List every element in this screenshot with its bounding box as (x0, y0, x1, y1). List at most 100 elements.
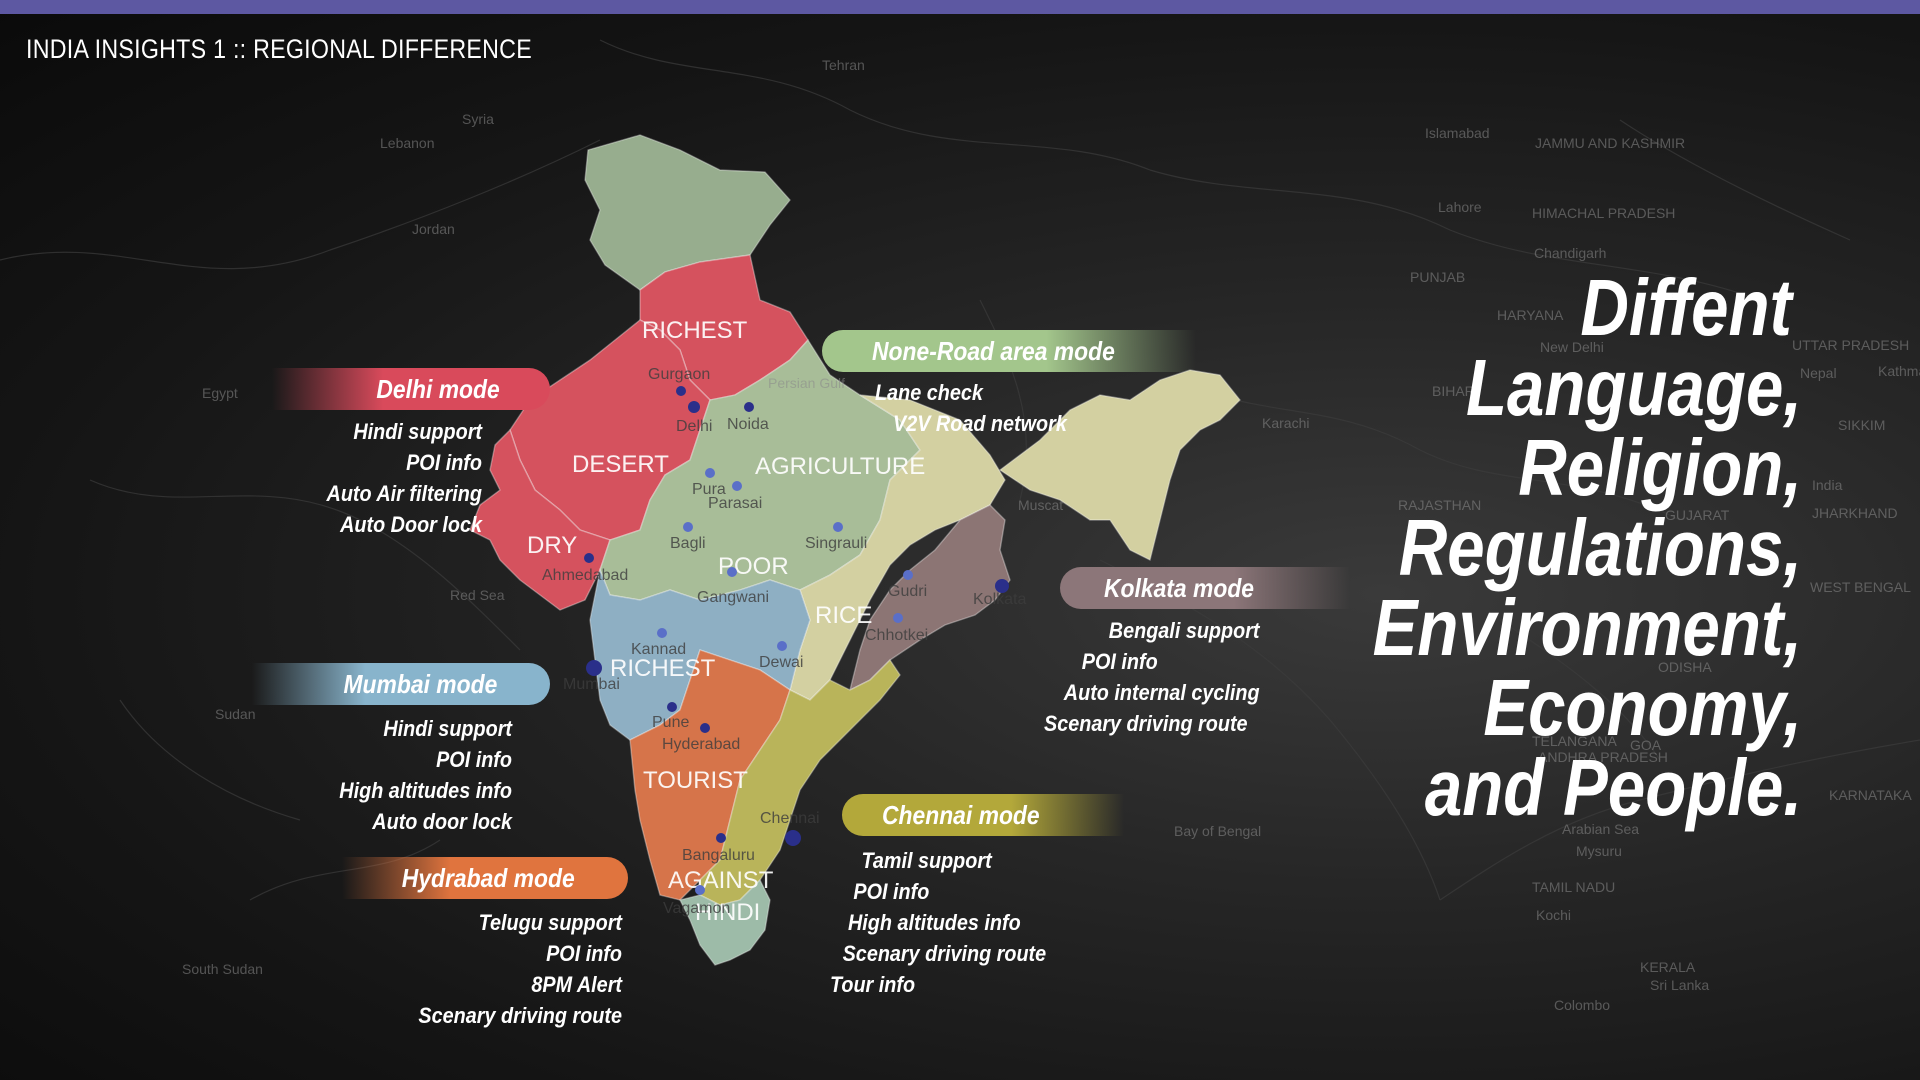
city-label: Vagamon (663, 900, 730, 917)
none-road-mode-label: None-Road area mode (872, 335, 1115, 366)
city-label: Ahmedabad (542, 567, 628, 584)
none-road-mode-features: Lane check V2V Road network (875, 377, 1088, 439)
city-label: Parasai (708, 495, 762, 512)
city-dot (683, 522, 693, 532)
delhi-mode-banner: Delhi mode (272, 368, 550, 410)
city-label: Hyderabad (662, 736, 740, 753)
bg-place-label: Lebanon (380, 135, 435, 151)
feature-item: Telugu support (478, 910, 622, 935)
bg-place-label: KARNATAKA (1829, 787, 1912, 803)
city-label: Kolkata (973, 591, 1026, 608)
city-label: Singrauli (805, 535, 867, 552)
city-dot (667, 702, 677, 712)
bg-place-label: ODISHA (1658, 659, 1712, 675)
kolkata-mode-banner: Kolkata mode (1060, 567, 1350, 609)
feature-item: High altitudes info (848, 910, 1021, 935)
bg-place-label: Syria (462, 111, 494, 127)
feature-item: Auto door lock (372, 809, 512, 834)
city-label: Pune (652, 714, 689, 731)
mumbai-mode-banner: Mumbai mode (252, 663, 550, 705)
feature-item: POI info (436, 747, 512, 772)
city-label: Gangwani (697, 589, 769, 606)
bg-place-label: Tehran (822, 57, 865, 73)
feature-item: Bengali support (1108, 618, 1260, 643)
city-label: Noida (727, 416, 769, 433)
bg-place-label: SIKKIM (1838, 417, 1885, 433)
city-dot (700, 723, 710, 733)
mumbai-mode-label: Mumbai mode (343, 668, 498, 699)
bg-place-label: KERALA (1640, 959, 1696, 975)
city-label: Mumbai (563, 676, 620, 693)
chennai-mode-banner: Chennai mode (842, 794, 1124, 836)
city-markers (584, 386, 1009, 895)
bg-place-label: Kochi (1536, 907, 1571, 923)
city-label: Bagli (670, 535, 706, 552)
hydrabad-mode-label: Hydrabad mode (401, 862, 575, 893)
headline-line: Environment, (1372, 583, 1802, 672)
bg-place-label: Islamabad (1425, 125, 1490, 141)
city-dot (586, 660, 602, 676)
feature-item: Auto Air filtering (326, 481, 482, 506)
hydrabad-mode-features: Telugu support POI info 8PM Alert Scenar… (392, 907, 622, 1031)
region-label: DESERT (572, 451, 669, 478)
city-dot (833, 522, 843, 532)
bg-place-label: WEST BENGAL (1810, 579, 1911, 595)
city-label: Kannad (631, 641, 686, 658)
headline-line: Language, (1465, 343, 1802, 432)
region-northeast (998, 369, 1241, 562)
region-label: POOR (718, 553, 789, 580)
bg-place-label: GUJARAT (1665, 507, 1730, 523)
city-label: Bangaluru (682, 847, 755, 864)
mumbai-mode-features: Hindi support POI info High altitudes in… (290, 713, 512, 837)
feature-item: POI info (406, 450, 482, 475)
kolkata-mode-features: Bengali support POI info Auto internal c… (1044, 615, 1284, 739)
bg-place-label: Persian Gulf (768, 375, 845, 391)
feature-item: V2V Road network (893, 411, 1067, 436)
feature-item: POI info (853, 879, 930, 904)
bg-place-label: Bay of Bengal (1174, 823, 1261, 839)
city-label: Pura (692, 481, 726, 498)
headline-line: Regulations, (1398, 503, 1802, 592)
region-label: HINDI (695, 899, 760, 926)
headline-line: Economy, (1483, 663, 1802, 752)
bg-place-label: Chandigarh (1534, 245, 1606, 261)
city-dot (695, 885, 705, 895)
bg-place-label: BIHAR (1432, 383, 1475, 399)
bg-place-label: TELANGANA (1532, 733, 1617, 749)
city-dot (893, 613, 903, 623)
feature-item: High altitudes info (339, 778, 512, 803)
kolkata-mode-label: Kolkata mode (1104, 572, 1255, 603)
city-label: Gudri (888, 583, 927, 600)
city-dot (727, 567, 737, 577)
region-label: RICE (815, 602, 872, 629)
bg-place-label: Muscat (1018, 497, 1063, 513)
bg-place-label: Colombo (1554, 997, 1610, 1013)
feature-item: Auto Door lock (340, 512, 482, 537)
bg-place-label: HIMACHAL PRADESH (1532, 205, 1675, 221)
bg-place-label: Kathmandu (1878, 363, 1920, 379)
city-dot (716, 833, 726, 843)
bg-place-label: Arabian Sea (1562, 821, 1639, 837)
city-dot (995, 579, 1009, 593)
india-regions (469, 134, 1241, 966)
delhi-mode-features: Hindi support POI info Auto Air filterin… (270, 416, 482, 540)
feature-item: Scenary driving route (842, 941, 1047, 966)
bg-place-label: South Sudan (182, 961, 263, 977)
feature-item: Lane check (875, 380, 983, 405)
bg-place-label: ANDHRA PRADESH (1538, 749, 1668, 765)
city-dot (584, 553, 594, 563)
bg-place-label: Nepal (1800, 365, 1837, 381)
bg-place-label: HARYANA (1497, 307, 1564, 323)
region-label: AGRICULTURE (755, 453, 925, 480)
region-south-tip (678, 878, 771, 966)
feature-item: Hindi support (353, 419, 482, 444)
feature-item: Tamil support (861, 848, 992, 873)
delhi-mode-label: Delhi mode (376, 373, 500, 404)
city-dot (785, 830, 801, 846)
bg-place-label: UTTAR PRADESH (1792, 337, 1909, 353)
bg-place-label: PUNJAB (1410, 269, 1465, 285)
bg-place-label: JHARKHAND (1812, 505, 1898, 521)
bg-place-label: India (1812, 477, 1843, 493)
